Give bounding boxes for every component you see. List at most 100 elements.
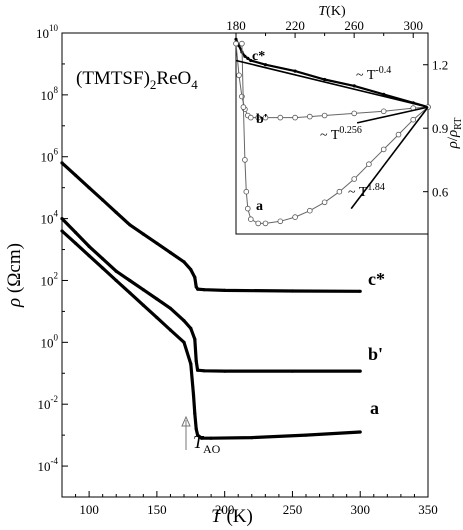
main-series-a-point	[114, 278, 118, 283]
inset-fit-lines	[235, 59, 429, 210]
main-x-axis-label: T (K)	[211, 506, 253, 527]
inset-series-a-point	[239, 40, 245, 47]
main-series-b-prime-point	[155, 297, 159, 301]
main-series-b-prime-point	[223, 369, 227, 373]
main-series-b-prime-point	[196, 368, 200, 372]
inset-series-c-star-point	[234, 37, 238, 41]
main-series-b-prime-point	[114, 269, 118, 273]
fit-label-1-84: ~ T1.84	[348, 182, 385, 200]
main-series-a-point	[304, 433, 308, 437]
inset-series-a-point	[248, 216, 254, 223]
main-y-tick-label: 100	[41, 332, 59, 350]
main-y-tick-label: 104	[41, 209, 59, 227]
inset-series-a-point	[321, 199, 328, 206]
fit-label-0-256: ~ T0.256	[320, 125, 362, 143]
main-series-b-prime-point	[128, 278, 132, 283]
inset-series-label-c-star: c*	[252, 49, 265, 64]
main-series-c-star-point	[168, 251, 172, 255]
inset-series-c-star-point	[352, 84, 356, 88]
main-series-a-point	[358, 430, 362, 434]
main-x-ticks: 100 150 200 250 300 350	[61, 491, 438, 517]
main-series-b-prime-line	[60, 217, 361, 373]
inset-series-b-prime-point	[233, 40, 239, 47]
main-series-b-prime-point	[202, 369, 206, 373]
main-series-c-star-point	[182, 260, 186, 264]
inset-series-a-point	[395, 131, 402, 138]
inset-y-tick-label: 1.2	[432, 58, 448, 73]
inset-series-a-point	[255, 220, 262, 227]
inset-series-a-point	[380, 146, 387, 153]
inset-series-a-point	[351, 176, 358, 182]
main-x-tick-label: 300	[350, 502, 370, 517]
main-series-c-star-point	[223, 288, 227, 292]
main-series-a-point	[128, 291, 132, 295]
inset-x-tick-label: 300	[403, 18, 423, 33]
inset-series-label-a: a	[256, 199, 263, 214]
inset-x-ticks: 180 220 260 300	[226, 18, 423, 38]
tao-arrow-head	[181, 415, 191, 427]
inset-x-tick-label: 220	[285, 18, 305, 33]
inset-series-a-point	[366, 161, 372, 168]
inset-y-tick-label: 0.6	[432, 185, 449, 200]
inset-series-b-prime-point	[351, 110, 358, 117]
inset-series-b-prime-point	[255, 114, 262, 121]
main-series-c-star-point	[155, 241, 159, 245]
inset-series-a-point	[277, 218, 284, 225]
main-series-c-star-point	[193, 275, 197, 279]
series-label-a: a	[370, 398, 379, 418]
main-series-c-star-point	[194, 285, 198, 289]
main-series-c-star-point	[101, 198, 105, 202]
inset-series	[233, 37, 431, 227]
inset-series-a-point	[306, 207, 313, 214]
main-y-tick-label: 108	[41, 85, 59, 103]
main-series-b-prime-point	[194, 359, 198, 363]
main-series-b-prime-point	[101, 257, 105, 261]
inset-series-a-point	[336, 188, 343, 195]
main-y-axis-label: ρ (Ωcm)	[4, 243, 25, 308]
main-series-c-star-point	[141, 232, 145, 236]
inset-y-tick-label: 0.9	[432, 121, 448, 136]
tao-annotation: TAO	[193, 432, 221, 456]
main-series-a-point	[60, 229, 64, 233]
main-series-c-star-markers	[61, 162, 361, 292]
main-x-tick-label: 200	[215, 502, 235, 517]
inset-series-c-star-point	[263, 63, 268, 67]
main-series-a-point	[194, 427, 198, 431]
inset-y-axis-label: ρ/ρRT	[445, 118, 463, 150]
main-series-a-point	[193, 411, 197, 416]
main-series-b-prime-point	[60, 217, 64, 221]
inset-series-c-star-point	[323, 77, 327, 82]
main-series-c-star-point	[202, 288, 206, 292]
inset-series-a-point	[240, 104, 247, 110]
main-series-c-star-point	[128, 223, 132, 227]
compound-label: (TMTSF)2ReO4	[76, 68, 198, 92]
inset-series-a-point	[292, 214, 298, 220]
inset-series-c-star-point	[249, 58, 253, 63]
main-series-a-point	[250, 436, 254, 440]
inset-series-b-prime-point	[292, 114, 298, 121]
inset-series-c-star-point	[293, 69, 297, 73]
inset-series-b-prime-point	[262, 114, 269, 121]
inset-x-tick-label: 260	[344, 18, 364, 33]
inset-series-b-prime-point	[306, 113, 313, 120]
main-series-b-prime-point	[87, 244, 91, 248]
main-series-b-prime-point	[74, 230, 78, 235]
main-series-b-prime-point	[290, 369, 294, 373]
main-y-ticks: 10-4 10-2 100 102 104 106 108 1010	[36, 23, 68, 498]
main-series-a-point	[200, 436, 204, 440]
main-series-a-point	[87, 254, 91, 258]
inset-series-label-b-prime: b'	[256, 112, 268, 127]
inset-series-b-prime-point	[321, 112, 328, 119]
main-series-b-prime-point	[182, 319, 186, 323]
main-series-a-point	[155, 316, 159, 320]
main-x-tick-label: 250	[283, 502, 303, 517]
inset-series-c-star-point	[382, 92, 386, 96]
main-series-c-star-point	[60, 161, 64, 165]
main-series-c-star-point	[358, 289, 362, 293]
inset-series-a-point	[245, 205, 251, 212]
inset-series-c-star-point	[246, 56, 250, 61]
main-y-tick-label: 10-4	[38, 456, 59, 474]
main-series-c-star-point	[74, 173, 78, 177]
main-series-b-prime-point	[358, 369, 362, 373]
